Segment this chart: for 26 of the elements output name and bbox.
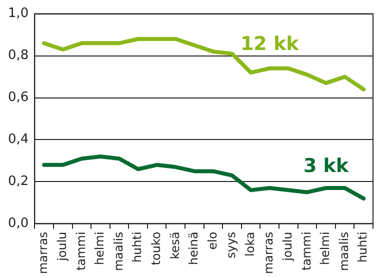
y-tick-label: 0,6 (8, 90, 29, 106)
series-label: 3 kk (303, 154, 349, 177)
x-tick-label: tammi (299, 232, 314, 270)
x-tick-label: joulu (54, 232, 69, 262)
x-tick-label: loka (242, 232, 257, 256)
x-tick-label: maalis (336, 232, 351, 272)
x-tick-label: marras (262, 232, 276, 274)
x-tick-label: maalis (111, 232, 126, 272)
x-tick-label: helmi (92, 232, 107, 266)
x-tick-label: elo (205, 232, 220, 250)
x-tick-label: tammi (74, 232, 88, 270)
y-tick-label: 0,4 (8, 132, 29, 148)
x-tick-label: huhti (356, 232, 370, 263)
series-label: 12 kk (240, 33, 300, 56)
y-tick-label: 1,0 (8, 6, 29, 22)
x-tick-label: kesä (168, 232, 182, 260)
x-tick-label: touko (148, 232, 163, 266)
y-tick-label: 0,0 (8, 216, 29, 232)
x-tick-label: marras (36, 232, 50, 274)
x-tick-label: syys (224, 232, 238, 258)
x-tick-label: heinä (186, 232, 201, 265)
x-tick-label: huhti (130, 232, 144, 263)
y-tick-label: 0,8 (8, 48, 29, 64)
x-tick-label: joulu (280, 232, 295, 262)
y-tick-label: 0,2 (8, 174, 29, 190)
x-tick-label: helmi (318, 232, 332, 266)
